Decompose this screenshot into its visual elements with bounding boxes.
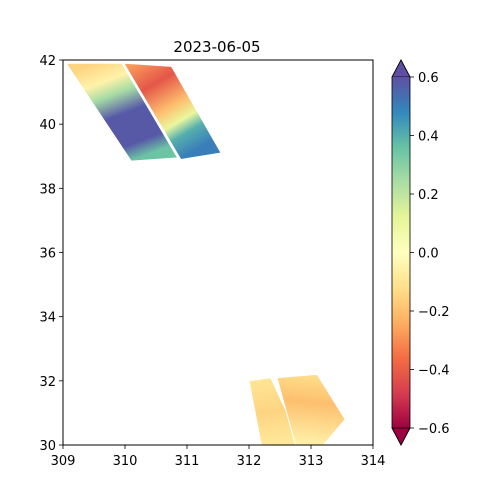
colorbar-tick-label: −0.6 [418,422,450,437]
colorbar-tick-label: 0.4 [418,130,439,145]
y-tick-label: 36 [39,247,56,262]
x-tick-label: 311 [175,454,200,469]
colorbar-tick-label: 0.6 [418,71,439,86]
x-tick-label: 314 [361,454,386,469]
colorbar-extend-min [392,428,410,445]
y-tick-label: 40 [39,118,56,133]
colorbar-ticks: 0.6 0.4 0.2 0.0 −0.2 −0.4 −0.6 [410,71,450,437]
colorbar: 0.6 0.4 0.2 0.0 −0.2 −0.4 −0.6 [392,60,450,445]
x-tick-label: 309 [51,454,76,469]
x-axis: 309 310 311 312 313 314 [51,445,386,469]
colorbar-tick-label: 0.0 [418,247,439,262]
colorbar-extend-max [392,60,410,77]
colorbar-tick-label: 0.2 [418,188,439,203]
swath-layer [66,63,345,445]
colorbar-tick-label: −0.2 [418,305,450,320]
y-tick-label: 42 [39,54,56,69]
x-tick-label: 313 [299,454,324,469]
y-tick-label: 30 [39,439,56,454]
y-tick-label: 32 [39,375,56,390]
colorbar-gradient [392,77,410,428]
chart-title: 2023-06-05 [173,38,260,56]
x-tick-label: 310 [113,454,138,469]
y-tick-label: 38 [39,182,56,197]
colorbar-tick-label: −0.4 [418,364,450,379]
y-tick-label: 34 [39,311,56,326]
y-axis: 30 32 34 36 38 40 42 [39,54,63,454]
x-tick-label: 312 [237,454,262,469]
